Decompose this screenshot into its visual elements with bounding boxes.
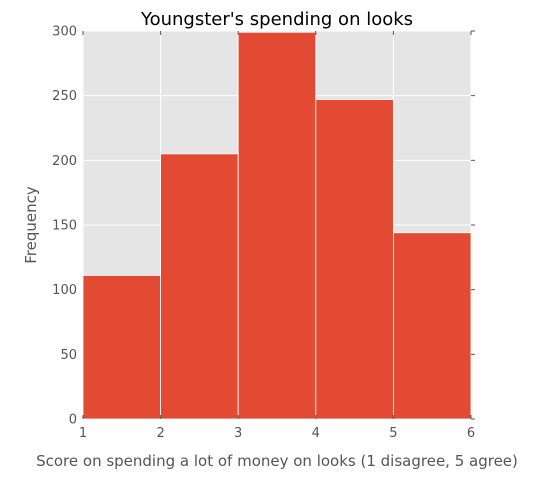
y-axis-label: Frequency bbox=[22, 186, 40, 264]
y-tick-label: 250 bbox=[52, 89, 77, 104]
x-axis-label: Score on spending a lot of money on look… bbox=[36, 452, 518, 470]
y-axis-ticks: 0 50 100 150 200 250 300 bbox=[52, 25, 475, 428]
histogram-bar bbox=[315, 99, 394, 420]
y-tick-label: 100 bbox=[52, 283, 77, 298]
histogram-bar bbox=[82, 275, 161, 420]
x-tick-label: 6 bbox=[467, 426, 475, 441]
y-tick-label: 200 bbox=[52, 154, 77, 169]
chart-title: Youngster's spending on looks bbox=[140, 9, 413, 30]
x-tick-label: 2 bbox=[156, 426, 164, 441]
histogram-bar bbox=[160, 153, 239, 420]
y-tick-label: 300 bbox=[52, 25, 77, 40]
y-tick-label: 50 bbox=[60, 348, 77, 363]
y-tick-label: 150 bbox=[52, 219, 77, 234]
x-axis-ticks: 1 2 3 4 5 6 bbox=[79, 31, 475, 441]
x-tick-label: 5 bbox=[389, 426, 397, 441]
histogram-bar bbox=[237, 31, 317, 420]
y-tick-label: 0 bbox=[69, 413, 77, 428]
histogram-bar bbox=[392, 232, 472, 420]
x-tick-label: 1 bbox=[79, 426, 87, 441]
x-tick-label: 3 bbox=[234, 426, 242, 441]
bars-group bbox=[82, 31, 472, 420]
x-tick-label: 4 bbox=[312, 426, 320, 441]
